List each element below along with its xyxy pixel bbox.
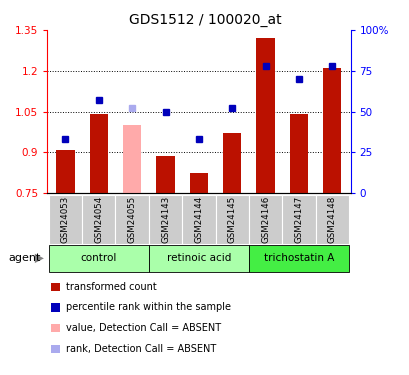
Text: GSM24148: GSM24148 xyxy=(327,196,336,243)
Text: GSM24146: GSM24146 xyxy=(261,196,270,243)
Text: value, Detection Call = ABSENT: value, Detection Call = ABSENT xyxy=(66,323,221,333)
Bar xyxy=(123,125,141,193)
Text: GSM24055: GSM24055 xyxy=(127,196,136,243)
Bar xyxy=(289,114,307,193)
Text: GSM24144: GSM24144 xyxy=(194,196,203,243)
Text: control: control xyxy=(81,254,117,263)
Text: GSM24054: GSM24054 xyxy=(94,196,103,243)
Text: GSM24147: GSM24147 xyxy=(294,196,303,243)
Text: agent: agent xyxy=(8,254,40,263)
Text: GSM24053: GSM24053 xyxy=(61,196,70,243)
Text: transformed count: transformed count xyxy=(66,282,157,292)
Bar xyxy=(222,134,241,193)
Bar xyxy=(56,150,74,193)
Bar xyxy=(90,114,108,193)
Bar xyxy=(156,156,174,193)
Bar xyxy=(189,173,207,193)
Bar xyxy=(256,38,274,193)
Text: GDS1512 / 100020_at: GDS1512 / 100020_at xyxy=(128,13,281,27)
Text: rank, Detection Call = ABSENT: rank, Detection Call = ABSENT xyxy=(66,344,216,354)
Text: retinoic acid: retinoic acid xyxy=(166,254,231,263)
Bar xyxy=(322,68,341,193)
Text: GSM24143: GSM24143 xyxy=(161,196,170,243)
Text: trichostatin A: trichostatin A xyxy=(263,254,333,263)
Text: GSM24145: GSM24145 xyxy=(227,196,236,243)
Text: percentile rank within the sample: percentile rank within the sample xyxy=(66,302,231,312)
